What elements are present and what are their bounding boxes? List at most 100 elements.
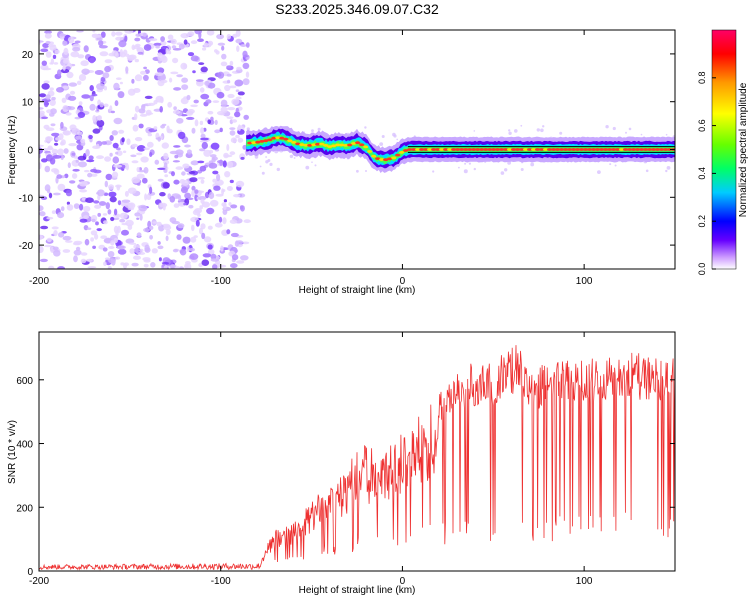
noise-blob [173,87,182,91]
scatter-dot [625,131,627,134]
noise-blob [213,185,221,191]
noise-blob [200,179,205,184]
noise-blob [226,73,232,77]
noise-blob [209,199,219,207]
noise-blob [240,156,245,160]
noise-blob [169,217,177,223]
noise-blob [139,113,148,117]
noise-blob [235,30,241,37]
ridge-core [287,139,293,143]
noise-blob [180,33,190,39]
noise-blob [207,119,211,125]
noise-blob [175,166,184,170]
noise-blob [86,227,92,230]
noise-blob [153,100,158,105]
snr-axes: -200 -100 0 100 0 200 400 600 [16,332,675,587]
scatter-dot [559,131,563,135]
noise-blob [143,32,147,38]
noise-blob [97,115,102,121]
noise-blob [134,74,143,82]
y-tick-label: 200 [16,503,33,514]
noise-blob [70,51,80,58]
noise-blob [196,80,204,87]
noise-blob [240,255,249,261]
noise-blob [60,154,64,161]
y-tick-label: 600 [16,376,33,387]
noise-blob [230,263,238,269]
ridge-core [391,156,397,160]
noise-blob [52,246,59,251]
noise-blob [153,42,162,47]
noise-blob [91,218,96,223]
noise-blob [216,173,221,182]
noise-blob [71,173,78,179]
noise-blob [47,44,57,47]
ridge-core [527,148,533,151]
noise-blob [96,192,100,195]
noise-blob [190,104,198,108]
ridge-core [455,148,461,151]
noise-blob [198,62,205,65]
noise-blob [181,77,189,83]
noise-blob [150,262,156,268]
noise-blob [191,185,196,191]
noise-blob [125,66,129,74]
noise-blob [210,253,217,260]
ridge-core [539,148,545,151]
y-tick-label: 20 [22,50,34,61]
noise-blob [62,85,69,90]
noise-blob [111,50,119,57]
noise-blob [39,245,44,253]
noise-blob [156,221,162,227]
noise-blob [75,159,79,163]
noise-blob [63,47,69,56]
spectrogram-x-axis-label: Height of straight line (km) [299,285,416,296]
noise-blob [226,33,231,40]
noise-blob [112,156,120,164]
noise-blob [51,210,56,215]
noise-blob [162,261,169,265]
noise-blob [180,97,189,105]
noise-blob [207,249,215,255]
noise-blob [176,74,183,78]
noise-blob [154,159,160,165]
ridge-core [611,148,617,151]
y-tick-label: 0 [27,146,33,157]
noise-blob [235,38,243,44]
ridge-core [599,148,605,151]
noise-blob [137,251,146,255]
noise-blob [182,163,190,169]
scatter-dot [265,156,267,158]
scatter-dot [356,169,359,173]
noise-blob [133,244,141,250]
noise-blob [167,34,174,40]
noise-blob [237,124,241,132]
noise-blob [205,99,212,104]
noise-blob [200,66,208,73]
noise-blob [103,238,112,244]
noise-blob [217,42,226,46]
noise-blob [229,85,237,89]
noise-blob [42,67,52,71]
noise-blob [178,131,186,140]
noise-blob [190,160,199,166]
noise-blob [44,30,52,34]
noise-blob [78,74,87,81]
noise-blob [231,254,239,261]
noise-blob [220,106,228,114]
ridge-core [279,136,285,140]
noise-blob [235,107,239,113]
noise-blob [96,228,102,232]
ridge-core [510,148,517,151]
noise-blob [89,103,96,111]
noise-blob [201,141,208,150]
noise-blob [154,72,164,76]
noise-blob [189,247,195,252]
noise-blob [157,67,165,74]
scatter-dot [530,162,535,167]
ridge-core [543,148,549,151]
noise-blob [88,134,93,140]
noise-blob [240,44,247,47]
ridge-core [247,141,253,145]
